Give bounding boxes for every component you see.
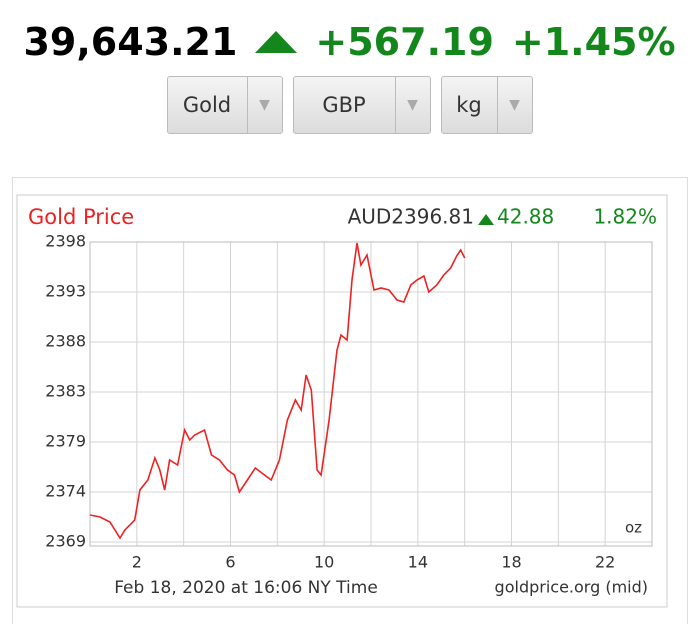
x-tick-label: 22 — [595, 553, 615, 572]
y-tick-label: 2393 — [45, 281, 86, 300]
y-tick-label: 2369 — [45, 532, 86, 551]
price: 39,643.21 — [23, 20, 238, 64]
metal-select[interactable]: Gold ▼ — [166, 76, 283, 134]
quote-row: 39,643.21 +567.19 +1.45% — [0, 0, 699, 64]
quote-percent: 1.82% — [593, 205, 657, 229]
currency-select[interactable]: GBP ▼ — [292, 76, 431, 134]
x-tick-label: 2 — [132, 553, 142, 572]
header: 39,643.21 +567.19 +1.45% Gold ▼ GBP ▼ kg ▼ — [0, 0, 699, 150]
up-arrow — [478, 214, 494, 225]
x-tick-label: 10 — [314, 553, 334, 572]
chart-frame — [16, 194, 668, 608]
dropdowns: Gold ▼ GBP ▼ kg ▼ — [0, 76, 699, 134]
change: +567.19 — [315, 20, 494, 64]
select-text: GBP — [322, 93, 366, 117]
y-tick-label: 2388 — [45, 332, 86, 351]
unit-label: oz — [625, 519, 642, 537]
quote: AUD2396.81 — [348, 205, 474, 229]
x-tick-label: 14 — [408, 553, 428, 572]
y-tick-label: 2374 — [45, 482, 86, 501]
plot-border — [89, 241, 653, 547]
x-tick-label: 6 — [225, 553, 235, 572]
select-text: kg — [456, 93, 482, 117]
unit-select[interactable]: kg ▼ — [440, 76, 533, 134]
quote-change: 42.88 — [497, 205, 554, 229]
y-tick-label: 2379 — [45, 431, 86, 450]
footer: Feb 18, 2020 at 16:06 NY Time — [114, 578, 378, 598]
up-arrow — [255, 31, 298, 53]
x-tick-label: 18 — [501, 553, 521, 572]
select-text: Gold — [182, 93, 232, 117]
percent: +1.45% — [511, 20, 676, 64]
source: goldprice.org (mid) — [495, 578, 648, 597]
y-tick-label: 2398 — [45, 232, 86, 251]
y-tick-label: 2383 — [45, 382, 86, 401]
price-line — [89, 242, 466, 540]
chart-title: Gold Price — [28, 205, 134, 229]
chart-panel — [12, 177, 688, 624]
